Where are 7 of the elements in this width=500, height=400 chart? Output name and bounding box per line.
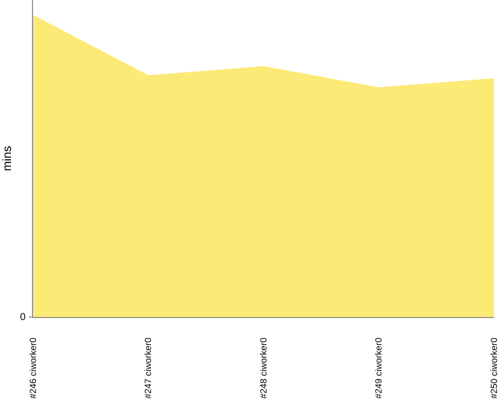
x-tick-label: #250 ciworker0 — [488, 338, 499, 399]
x-tick-label: #247 ciworker0 — [143, 338, 154, 399]
text: 0 — [20, 312, 26, 323]
x-tick-label: #246 ciworker0 — [28, 338, 38, 399]
y-axis-title: mins — [0, 146, 14, 172]
x-tick-label: #249 ciworker0 — [374, 338, 384, 399]
x-tick-label: #248 ciworker0 — [258, 338, 268, 399]
